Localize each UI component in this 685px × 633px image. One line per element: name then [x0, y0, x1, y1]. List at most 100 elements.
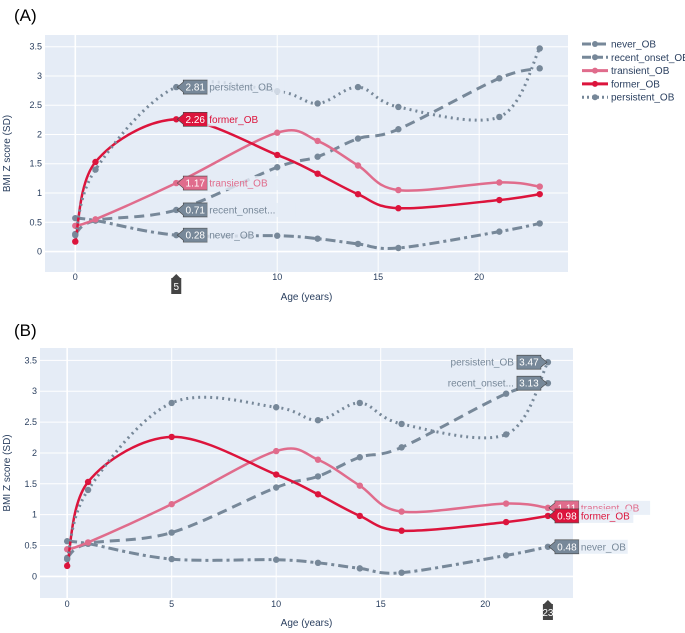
legend-item-persistent_OB[interactable]: persistent_OB [582, 93, 675, 104]
data-point[interactable] [314, 153, 321, 160]
data-point[interactable] [395, 205, 402, 212]
data-point[interactable] [395, 126, 402, 133]
data-point[interactable] [314, 100, 321, 107]
data-point[interactable] [356, 454, 363, 461]
data-point[interactable] [536, 220, 543, 227]
data-point[interactable] [168, 555, 175, 563]
data-point[interactable] [502, 500, 510, 507]
hover-label-former_OB: 2.26 former_OB [176, 111, 262, 127]
legend-item-never_OB[interactable]: never_OB [582, 40, 656, 51]
data-point[interactable] [173, 179, 180, 187]
data-point[interactable] [354, 162, 362, 169]
data-point[interactable] [395, 186, 402, 194]
legend-label: persistent_OB [611, 93, 675, 104]
data-point[interactable] [502, 552, 510, 559]
data-point[interactable] [173, 83, 180, 91]
data-point[interactable] [72, 231, 79, 239]
data-point[interactable] [173, 116, 180, 123]
data-point[interactable] [272, 471, 280, 478]
data-point[interactable] [356, 512, 363, 520]
data-point[interactable] [496, 179, 503, 186]
hover-label-former_OB: 0.98 former_OB [548, 508, 634, 524]
data-point[interactable] [274, 232, 281, 239]
data-point[interactable] [502, 431, 510, 438]
data-point[interactable] [536, 65, 543, 72]
data-point[interactable] [496, 228, 503, 235]
data-point[interactable] [314, 559, 322, 567]
data-point[interactable] [544, 504, 552, 512]
data-point[interactable] [398, 444, 405, 451]
data-point[interactable] [272, 556, 280, 563]
chart-b: (B) 0 0.5 1 1.5 2 2.5 3 3.5 0 5 10 15 20 Age (years) BM… [2, 321, 651, 629]
data-point[interactable] [544, 379, 552, 387]
data-point[interactable] [72, 214, 79, 222]
data-point[interactable] [92, 166, 99, 173]
data-point[interactable] [272, 447, 280, 455]
data-point[interactable] [314, 456, 322, 463]
data-point[interactable] [398, 508, 405, 515]
data-point[interactable] [398, 420, 405, 428]
data-point[interactable] [536, 45, 543, 52]
data-point[interactable] [168, 399, 175, 407]
data-point[interactable] [354, 135, 362, 142]
data-point[interactable] [92, 158, 99, 166]
data-point[interactable] [502, 518, 510, 526]
data-point[interactable] [356, 399, 363, 407]
data-point[interactable] [496, 196, 503, 204]
data-point[interactable] [274, 164, 281, 171]
legend-swatch-marker [592, 80, 598, 87]
data-point[interactable] [356, 482, 363, 489]
data-point[interactable] [354, 83, 362, 91]
data-point[interactable] [314, 473, 322, 480]
data-point[interactable] [63, 555, 71, 563]
legend-item-former_OB[interactable]: former_OB [582, 79, 660, 90]
hover-name-bg [207, 228, 257, 243]
data-point[interactable] [354, 240, 362, 248]
data-point[interactable] [168, 433, 175, 441]
data-point[interactable] [92, 216, 99, 223]
data-point[interactable] [314, 417, 322, 424]
data-point[interactable] [536, 190, 543, 198]
data-point[interactable] [502, 390, 510, 397]
data-point[interactable] [72, 238, 79, 245]
data-point[interactable] [356, 565, 363, 572]
data-point[interactable] [544, 543, 552, 550]
data-point[interactable] [536, 183, 543, 190]
data-point[interactable] [496, 75, 503, 82]
legend-item-transient_OB[interactable]: transient_OB [582, 66, 670, 77]
data-point[interactable] [544, 358, 552, 366]
data-point[interactable] [272, 484, 280, 491]
data-point[interactable] [544, 512, 552, 520]
data-point[interactable] [314, 235, 321, 242]
data-point[interactable] [84, 478, 92, 486]
data-point[interactable] [395, 244, 402, 252]
data-point[interactable] [168, 500, 175, 508]
data-point[interactable] [272, 404, 280, 411]
hover-label-persistent_OB: 3.47 persistent_OB [451, 354, 548, 370]
data-point[interactable] [395, 103, 402, 111]
data-point[interactable] [274, 151, 281, 159]
x-tick-label: 10 [271, 599, 281, 609]
hover-name-bg [207, 112, 262, 127]
data-point[interactable] [84, 539, 92, 546]
panel-label: (A) [14, 6, 37, 25]
data-point[interactable] [314, 170, 321, 177]
data-point[interactable] [496, 113, 503, 121]
data-point[interactable] [84, 486, 92, 494]
series-line [75, 216, 541, 250]
x-tick-label: 20 [480, 599, 490, 609]
data-point[interactable] [354, 190, 362, 198]
data-point[interactable] [173, 231, 180, 239]
data-point[interactable] [314, 137, 321, 145]
data-point[interactable] [398, 569, 405, 576]
legend-item-recent_onset_OB[interactable]: recent_onset_OB [582, 53, 685, 64]
data-point[interactable] [314, 491, 322, 498]
data-point[interactable] [63, 562, 71, 570]
x-hover-label: 23 [542, 600, 554, 620]
data-point[interactable] [168, 529, 175, 536]
data-point[interactable] [173, 206, 180, 214]
data-point[interactable] [398, 527, 405, 534]
hover-name: persistent_OB [451, 358, 515, 369]
data-point[interactable] [63, 538, 71, 545]
data-point[interactable] [274, 129, 281, 136]
